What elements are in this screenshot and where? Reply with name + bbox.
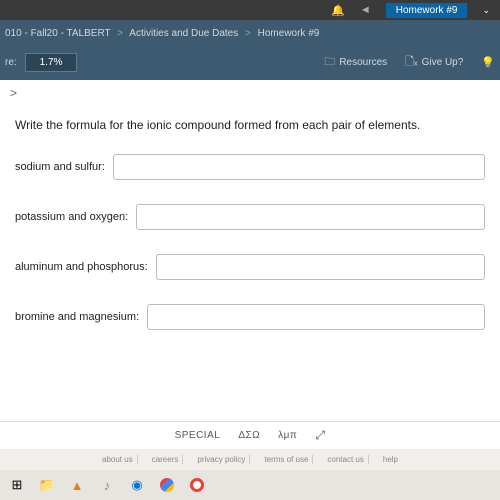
- windows-taskbar: ⊞ 📁 ▲ ♪ ◉: [0, 470, 500, 500]
- chrome-icon[interactable]: [158, 476, 176, 494]
- field-label-aluminum: aluminum and phosphorus:: [15, 261, 148, 273]
- bulb-icon: 💡: [481, 56, 495, 69]
- score-label: re:: [5, 57, 17, 68]
- explorer-icon[interactable]: 📁: [38, 476, 56, 494]
- chevron-down-icon[interactable]: ⌄: [482, 5, 490, 16]
- footer-contact[interactable]: contact us: [323, 455, 368, 464]
- breadcrumb-sep: >: [117, 28, 123, 39]
- footer-careers[interactable]: careers: [148, 455, 184, 464]
- giveup-button[interactable]: 🗋ₓ Give Up?: [405, 53, 463, 72]
- resources-label: Resources: [339, 57, 387, 68]
- field-row: sodium and sulfur:: [15, 154, 485, 180]
- field-label-sodium: sodium and sulfur:: [15, 161, 105, 173]
- edge-icon[interactable]: ◉: [128, 476, 146, 494]
- special-tab[interactable]: SPECIAL: [175, 430, 221, 441]
- resources-button[interactable]: 🗀 Resources: [324, 53, 387, 72]
- hint-button[interactable]: 💡: [481, 56, 495, 69]
- field-label-potassium: potassium and oxygen:: [15, 211, 128, 223]
- answer-input-potassium[interactable]: [136, 204, 485, 230]
- field-row: potassium and oxygen:: [15, 204, 485, 230]
- footer-terms[interactable]: terms of use: [260, 455, 313, 464]
- breadcrumb-homework[interactable]: Homework #9: [258, 28, 320, 39]
- vlc-icon[interactable]: ▲: [68, 476, 86, 494]
- chrome-icon-2[interactable]: [188, 476, 206, 494]
- expand-icon[interactable]: ⤢: [315, 428, 325, 443]
- field-label-bromine: bromine and magnesium:: [15, 311, 139, 323]
- homework-badge[interactable]: Homework #9: [386, 3, 468, 18]
- score-bar: re: 1.7% 🗀 Resources 🗋ₓ Give Up? 💡: [0, 47, 500, 80]
- giveup-icon: 🗋ₓ: [405, 53, 417, 72]
- footer-about[interactable]: about us: [98, 455, 138, 464]
- itunes-icon[interactable]: ♪: [98, 476, 116, 494]
- answer-input-sodium[interactable]: [113, 154, 485, 180]
- question-prompt: Write the formula for the ionic compound…: [15, 118, 485, 132]
- answer-input-bromine[interactable]: [147, 304, 485, 330]
- footer-privacy[interactable]: privacy policy: [193, 455, 250, 464]
- question-nav: >: [0, 80, 500, 106]
- score-value: 1.7%: [25, 53, 78, 72]
- nav-next-icon[interactable]: >: [10, 86, 17, 100]
- folder-icon: 🗀: [324, 53, 335, 72]
- field-row: aluminum and phosphorus:: [15, 254, 485, 280]
- greek-lowercase-tab[interactable]: λμπ: [278, 430, 297, 441]
- answer-input-aluminum[interactable]: [156, 254, 485, 280]
- breadcrumb-sep: >: [245, 28, 251, 39]
- giveup-label: Give Up?: [422, 57, 464, 68]
- footer-links: about us careers privacy policy terms of…: [0, 449, 500, 470]
- taskview-icon[interactable]: ⊞: [8, 476, 26, 494]
- greek-uppercase-tab[interactable]: ΔΣΩ: [238, 430, 260, 441]
- field-row: bromine and magnesium:: [15, 304, 485, 330]
- bell-icon[interactable]: 🔔: [331, 4, 345, 17]
- app-top-bar: 🔔 ◄ Homework #9 ⌄: [0, 0, 500, 20]
- back-icon[interactable]: ◄: [360, 4, 371, 16]
- question-content: Write the formula for the ionic compound…: [0, 106, 500, 421]
- input-toolbar: SPECIAL ΔΣΩ λμπ ⤢: [0, 421, 500, 449]
- breadcrumb-course[interactable]: 010 - Fall20 - TALBERT: [5, 28, 110, 39]
- breadcrumb-activities[interactable]: Activities and Due Dates: [129, 28, 238, 39]
- breadcrumb: 010 - Fall20 - TALBERT > Activities and …: [0, 20, 500, 47]
- footer-help[interactable]: help: [379, 455, 402, 464]
